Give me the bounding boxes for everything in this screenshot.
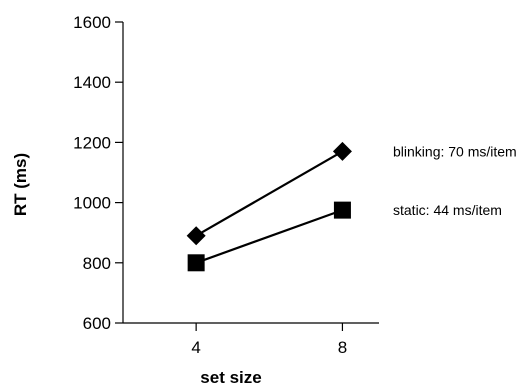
y-tick-label: 1600 bbox=[73, 13, 111, 32]
x-tick-label: 4 bbox=[191, 338, 200, 357]
series-label: blinking: 70 ms/item bbox=[393, 143, 517, 159]
data-point-diamond bbox=[332, 141, 352, 161]
series-label: static: 44 ms/item bbox=[393, 202, 502, 218]
data-point-square bbox=[333, 201, 351, 219]
series-layer: blinking: 70 ms/item static: 44 ms/item bbox=[186, 141, 517, 272]
y-tick-label: 1200 bbox=[73, 133, 111, 152]
y-axis-ticks: 600 800 1000 1200 1400 1600 bbox=[73, 13, 123, 333]
series-line-diamond bbox=[195, 150, 343, 237]
y-axis-title: RT (ms) bbox=[11, 153, 30, 216]
y-tick-label: 800 bbox=[83, 254, 111, 273]
y-tick-label: 600 bbox=[83, 314, 111, 333]
data-point-square bbox=[187, 254, 205, 272]
data-point-diamond bbox=[186, 226, 206, 246]
series-line-square bbox=[195, 209, 343, 264]
x-tick-label: 8 bbox=[338, 338, 347, 357]
x-axis-title: set size bbox=[200, 368, 261, 387]
y-tick-label: 1400 bbox=[73, 73, 111, 92]
y-tick-label: 1000 bbox=[73, 194, 111, 213]
